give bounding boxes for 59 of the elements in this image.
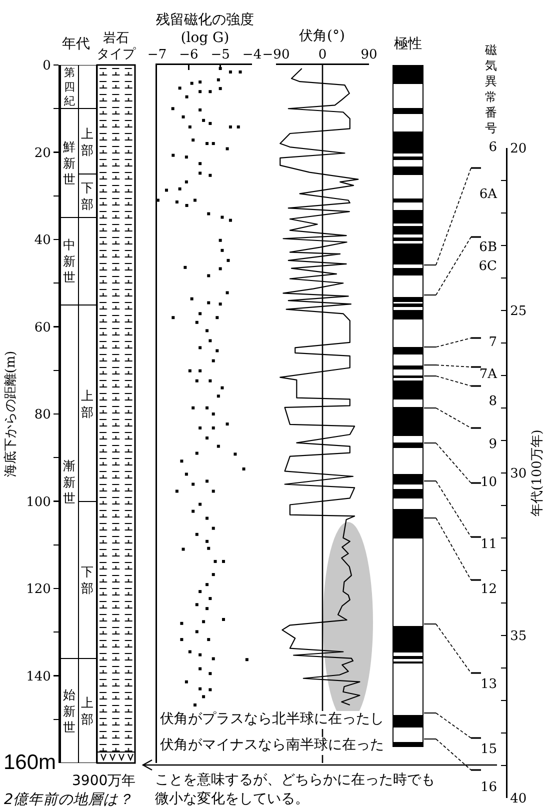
y-axis-title: 海底下からの距離(m) bbox=[3, 350, 18, 478]
text: 3900万年 bbox=[72, 773, 136, 790]
series-label: 下部 bbox=[81, 564, 94, 596]
annotation: 伏角がプラスなら北半球に在ったし bbox=[160, 711, 384, 728]
series-label: 下部 bbox=[81, 180, 94, 212]
chart-title: 年代 bbox=[62, 36, 90, 52]
series-label: 漸新世 bbox=[63, 458, 76, 506]
annotation: 6B bbox=[478, 240, 497, 256]
annotation: 6 bbox=[488, 140, 497, 156]
annotation: 10 bbox=[479, 474, 497, 492]
chart-title: 磁気異常番号 bbox=[484, 43, 497, 135]
y-tick-label: 40 bbox=[510, 792, 527, 807]
annotation: 9 bbox=[488, 436, 497, 454]
y-tick-label: 25 bbox=[510, 304, 527, 320]
series-label: 第四紀 bbox=[64, 66, 75, 108]
annotation: 13 bbox=[479, 676, 497, 694]
x-tick-label: −5 bbox=[210, 47, 230, 62]
annotation: 微小な変化をしている。 bbox=[155, 791, 309, 808]
text: 2億年前の地層は？ bbox=[4, 791, 134, 810]
series-label: 上部 bbox=[81, 388, 94, 420]
y-tick-label: 120 bbox=[26, 582, 51, 598]
series-label: 鮮新世 bbox=[63, 139, 76, 186]
y-tick-label: 40 bbox=[34, 233, 51, 248]
y-tick-label: 80 bbox=[34, 408, 51, 423]
annotation: 16 bbox=[480, 780, 497, 795]
x-tick-label: 0 bbox=[318, 47, 327, 62]
annotation: 6C bbox=[478, 258, 497, 276]
chart-title: 極性 bbox=[394, 36, 422, 52]
y-tick-label: 20 bbox=[34, 146, 51, 161]
series-label: 中新世 bbox=[63, 237, 76, 284]
y-tick-label: 140 bbox=[26, 669, 51, 684]
x-tick-label: 90 bbox=[360, 47, 378, 62]
series-label: 始新世 bbox=[63, 687, 76, 734]
annotation: 12 bbox=[479, 582, 497, 598]
chart-title: 伏角(°) bbox=[299, 28, 345, 44]
x-tick-label: −4 bbox=[242, 47, 262, 62]
y-tick-label: 30 bbox=[510, 466, 527, 482]
series-label: 上部 bbox=[81, 695, 94, 726]
y-tick-label: 20 bbox=[510, 142, 527, 157]
series-label: 上部 bbox=[81, 126, 94, 158]
y-tick-label: 100 bbox=[26, 494, 51, 510]
annotation: 7 bbox=[488, 334, 497, 352]
x-tick-label: −7 bbox=[147, 47, 167, 62]
annotation: 伏角がマイナスなら南半球に在った bbox=[160, 737, 384, 754]
text: 岩石タイプ bbox=[96, 31, 136, 62]
y-axis-title: 年代(100万年) bbox=[530, 430, 545, 516]
text: 160m bbox=[2, 750, 56, 776]
y-tick-label: 60 bbox=[34, 320, 51, 336]
annotation: 15 bbox=[479, 742, 497, 758]
y-tick-label: 0 bbox=[42, 58, 51, 74]
annotation: 6A bbox=[478, 186, 497, 204]
annotation: 8 bbox=[488, 394, 497, 410]
annotation: 7A bbox=[478, 366, 497, 384]
annotation: ことを意味するが、どちらかに在った時でも bbox=[155, 772, 435, 790]
x-tick-label: −90 bbox=[262, 47, 290, 62]
y-tick-label: 35 bbox=[510, 629, 527, 644]
x-tick-label: −6 bbox=[179, 47, 198, 62]
annotation: 11 bbox=[479, 536, 497, 554]
chart-title: 残留磁化の強度 (log G) bbox=[156, 12, 254, 46]
